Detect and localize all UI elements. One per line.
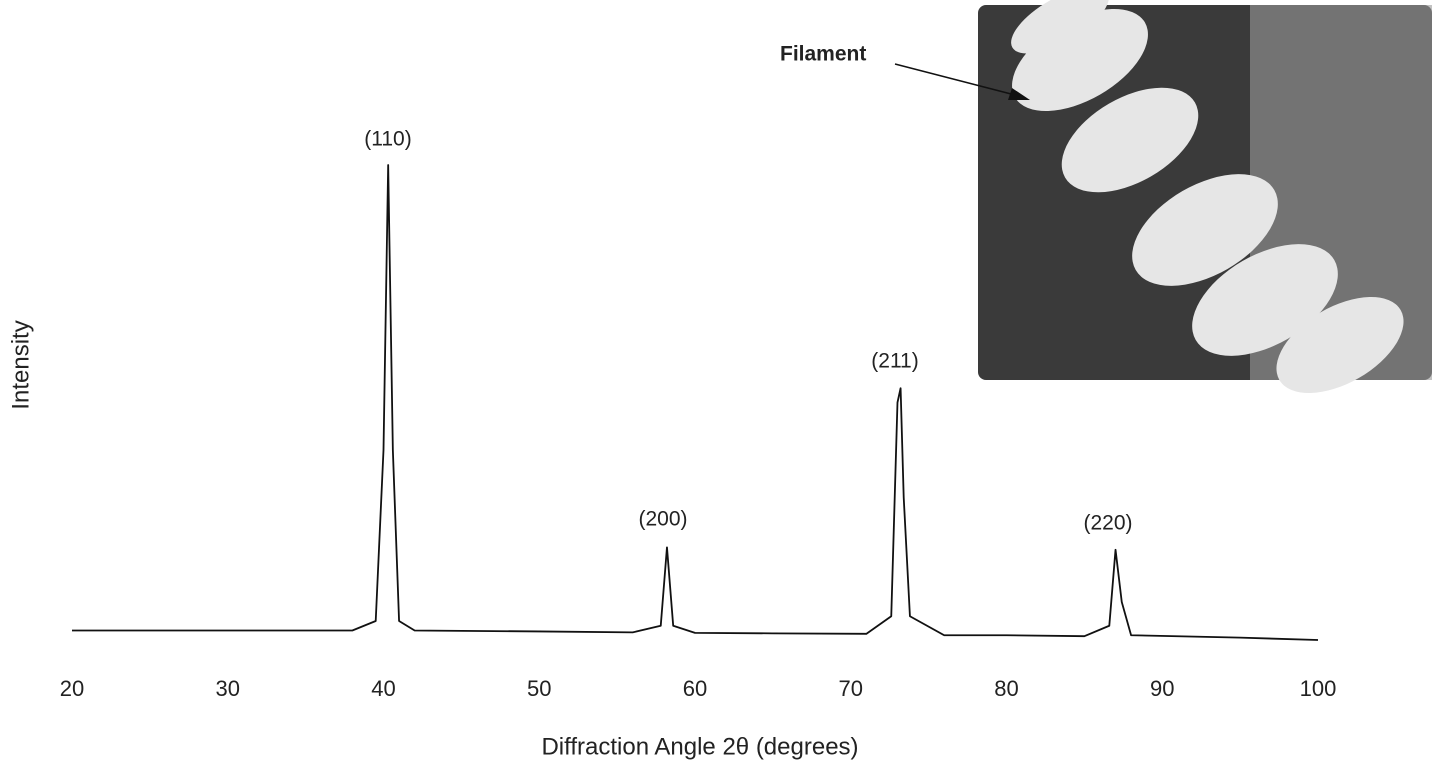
x-tick-label: 90 <box>1150 676 1174 701</box>
peak-label: (200) <box>638 508 687 531</box>
peak-label: (110) <box>364 128 411 151</box>
annotation: Filament <box>780 43 866 66</box>
inset-micrograph <box>978 0 1432 413</box>
x-axis-label: Diffraction Angle 2θ (degrees) <box>541 733 858 760</box>
x-tick-label: 60 <box>683 676 707 701</box>
x-tick-label: 30 <box>216 676 240 701</box>
peak-label: (220) <box>1083 512 1132 535</box>
y-axis-label: Intensity <box>7 320 34 409</box>
x-tick-label: 40 <box>371 676 395 701</box>
chart: Filament Intensity Diffraction Angle 2θ … <box>0 0 1437 762</box>
peak-label: (211) <box>871 350 918 373</box>
x-tick-label: 80 <box>994 676 1018 701</box>
x-tick-label: 100 <box>1300 676 1337 701</box>
x-tick-label: 20 <box>60 676 84 701</box>
x-tick-label: 70 <box>839 676 863 701</box>
x-tick-label: 50 <box>527 676 551 701</box>
